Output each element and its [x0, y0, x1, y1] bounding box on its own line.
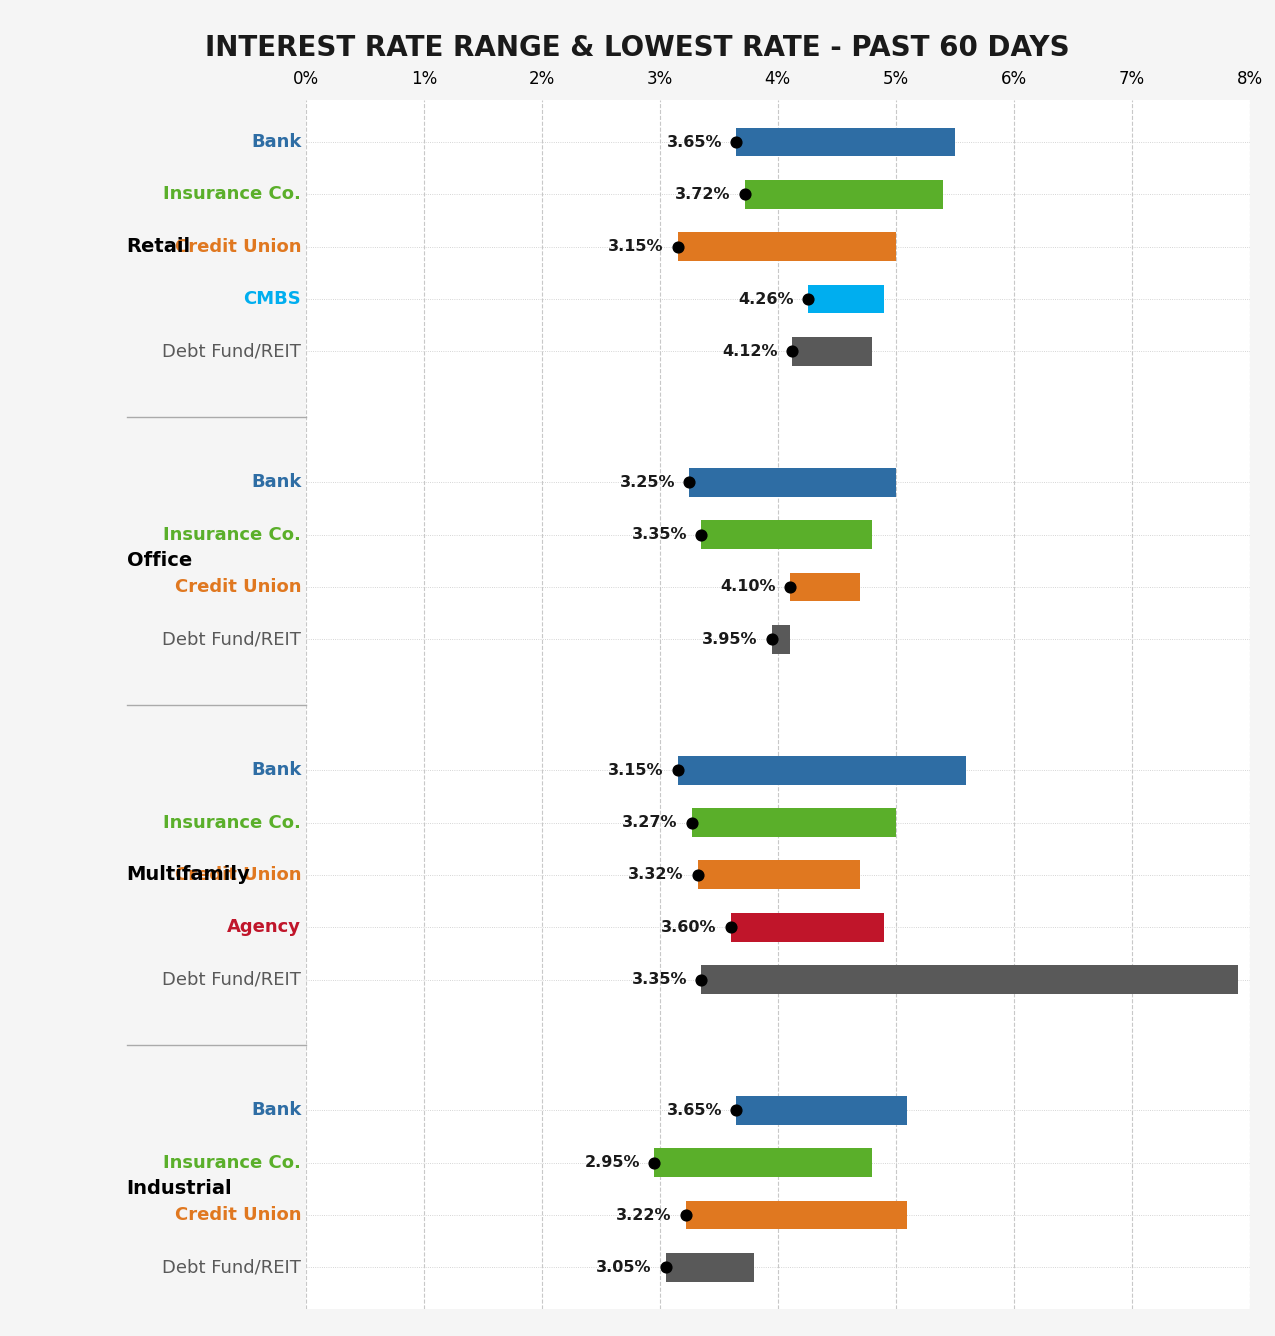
Bar — [697, 860, 861, 890]
Point — [667, 236, 687, 258]
Text: 3.25%: 3.25% — [620, 474, 676, 490]
Text: Bank: Bank — [251, 473, 301, 492]
Point — [667, 759, 687, 780]
Point — [644, 1152, 664, 1173]
Text: Credit Union: Credit Union — [175, 1206, 301, 1224]
Text: 2.95%: 2.95% — [584, 1156, 640, 1170]
Point — [779, 576, 799, 597]
Bar — [677, 756, 966, 784]
Text: 3.65%: 3.65% — [667, 1104, 723, 1118]
Text: 3.22%: 3.22% — [616, 1208, 672, 1222]
Text: 3.05%: 3.05% — [595, 1260, 652, 1275]
Bar — [771, 625, 789, 653]
Text: 3.15%: 3.15% — [608, 239, 663, 254]
Text: Agency: Agency — [227, 918, 301, 937]
Point — [727, 131, 747, 152]
Bar — [654, 1149, 872, 1177]
Text: 3.95%: 3.95% — [703, 632, 757, 647]
Bar — [701, 520, 872, 549]
Text: Multifamily: Multifamily — [126, 866, 250, 884]
Text: Bank: Bank — [251, 762, 301, 779]
Text: 3.60%: 3.60% — [660, 919, 717, 935]
Text: Credit Union: Credit Union — [175, 578, 301, 596]
Bar — [789, 573, 861, 601]
Bar — [745, 180, 942, 208]
Point — [676, 1204, 696, 1225]
Text: 3.32%: 3.32% — [627, 867, 683, 882]
Text: 3.35%: 3.35% — [631, 528, 687, 542]
Text: Insurance Co.: Insurance Co. — [163, 814, 301, 831]
Text: CMBS: CMBS — [244, 290, 301, 309]
Text: 3.65%: 3.65% — [667, 135, 723, 150]
Text: INTEREST RATE RANGE & LOWEST RATE - PAST 60 DAYS: INTEREST RATE RANGE & LOWEST RATE - PAST… — [205, 33, 1070, 61]
Bar — [792, 337, 872, 366]
Point — [687, 864, 708, 886]
Point — [720, 916, 741, 938]
Point — [655, 1257, 676, 1279]
Bar — [808, 285, 884, 314]
Bar — [690, 468, 895, 497]
Bar — [666, 1253, 754, 1281]
Text: Insurance Co.: Insurance Co. — [163, 186, 301, 203]
Point — [680, 472, 700, 493]
Text: Credit Union: Credit Union — [175, 238, 301, 255]
Text: 4.10%: 4.10% — [720, 580, 775, 595]
Text: Office: Office — [126, 552, 193, 570]
Point — [761, 629, 782, 651]
Text: 3.72%: 3.72% — [674, 187, 731, 202]
Bar — [701, 965, 1238, 994]
Text: Insurance Co.: Insurance Co. — [163, 525, 301, 544]
Text: Credit Union: Credit Union — [175, 866, 301, 884]
Text: Debt Fund/REIT: Debt Fund/REIT — [162, 1259, 301, 1276]
Point — [782, 341, 802, 362]
Bar — [737, 128, 955, 156]
Text: 3.15%: 3.15% — [608, 763, 663, 778]
Text: Bank: Bank — [251, 134, 301, 151]
Bar — [731, 912, 884, 942]
Text: 3.27%: 3.27% — [622, 815, 677, 830]
Point — [691, 524, 711, 545]
Text: 3.35%: 3.35% — [631, 973, 687, 987]
Text: Debt Fund/REIT: Debt Fund/REIT — [162, 342, 301, 361]
Point — [734, 184, 755, 206]
Text: Insurance Co.: Insurance Co. — [163, 1154, 301, 1172]
Bar — [677, 232, 895, 261]
Text: Debt Fund/REIT: Debt Fund/REIT — [162, 970, 301, 989]
Bar — [737, 1096, 908, 1125]
Point — [727, 1100, 747, 1121]
Text: Retail: Retail — [126, 238, 191, 257]
Point — [681, 812, 701, 834]
Text: 4.12%: 4.12% — [722, 343, 778, 359]
Bar — [691, 808, 895, 836]
Point — [798, 289, 819, 310]
Text: 4.26%: 4.26% — [738, 291, 794, 306]
Bar — [686, 1201, 908, 1229]
Text: Bank: Bank — [251, 1101, 301, 1120]
Point — [691, 969, 711, 990]
Text: Debt Fund/REIT: Debt Fund/REIT — [162, 631, 301, 648]
Text: Industrial: Industrial — [126, 1180, 232, 1198]
